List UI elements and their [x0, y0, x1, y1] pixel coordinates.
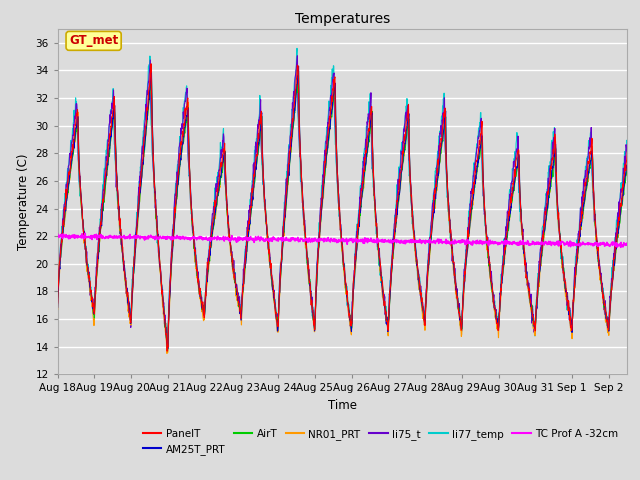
Title: Temperatures: Temperatures — [295, 12, 390, 26]
Y-axis label: Temperature (C): Temperature (C) — [17, 153, 30, 250]
Legend: PanelT, AM25T_PRT, AirT, NR01_PRT, li75_t, li77_temp, TC Prof A -32cm: PanelT, AM25T_PRT, AirT, NR01_PRT, li75_… — [138, 424, 622, 459]
Text: GT_met: GT_met — [69, 35, 118, 48]
X-axis label: Time: Time — [328, 399, 357, 412]
